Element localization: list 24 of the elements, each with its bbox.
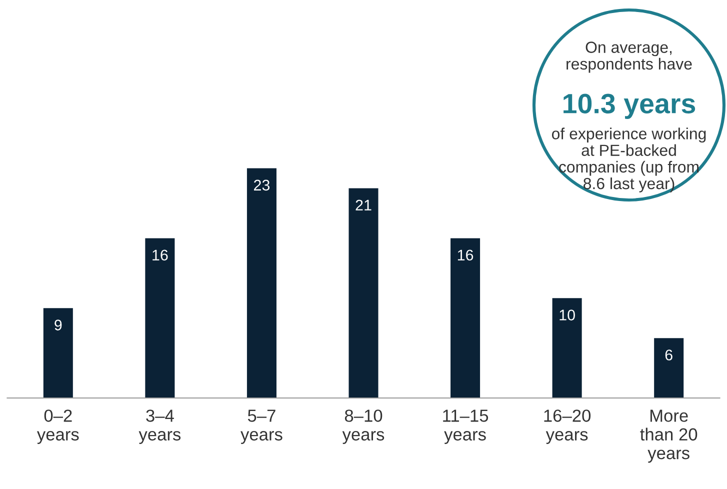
- bar: [145, 238, 175, 398]
- text: On average, respondents have: [566, 42, 692, 73]
- bar: [450, 238, 480, 398]
- x-tick-label: 0–2 years: [36, 410, 79, 444]
- x-tick-label: 3–4 years: [138, 410, 181, 444]
- bar: [552, 298, 582, 398]
- data-label: 10: [560, 310, 575, 320]
- bar: [348, 188, 378, 398]
- x-tick-label: 5–7 years: [240, 410, 282, 444]
- data-label: 6: [665, 350, 672, 360]
- annotation: of experience working at PE-backed companies (up from 8.6 last year): [552, 128, 706, 192]
- x-tick-label: 16–20 years: [544, 410, 591, 444]
- data-label: 9: [54, 320, 62, 330]
- data-label: 23: [254, 180, 270, 191]
- bar: [246, 168, 276, 398]
- x-tick-label: 11–15 years: [443, 410, 488, 444]
- bar: [654, 338, 684, 398]
- data-label: 21: [356, 200, 372, 210]
- x-tick-label: 8–10 years: [342, 410, 384, 444]
- data-label: 16: [152, 250, 168, 261]
- data-label: 16: [458, 250, 474, 261]
- text: 10.3 years: [564, 94, 696, 119]
- bar: [43, 308, 73, 398]
- x-tick-label: More than 20 years: [640, 410, 698, 463]
